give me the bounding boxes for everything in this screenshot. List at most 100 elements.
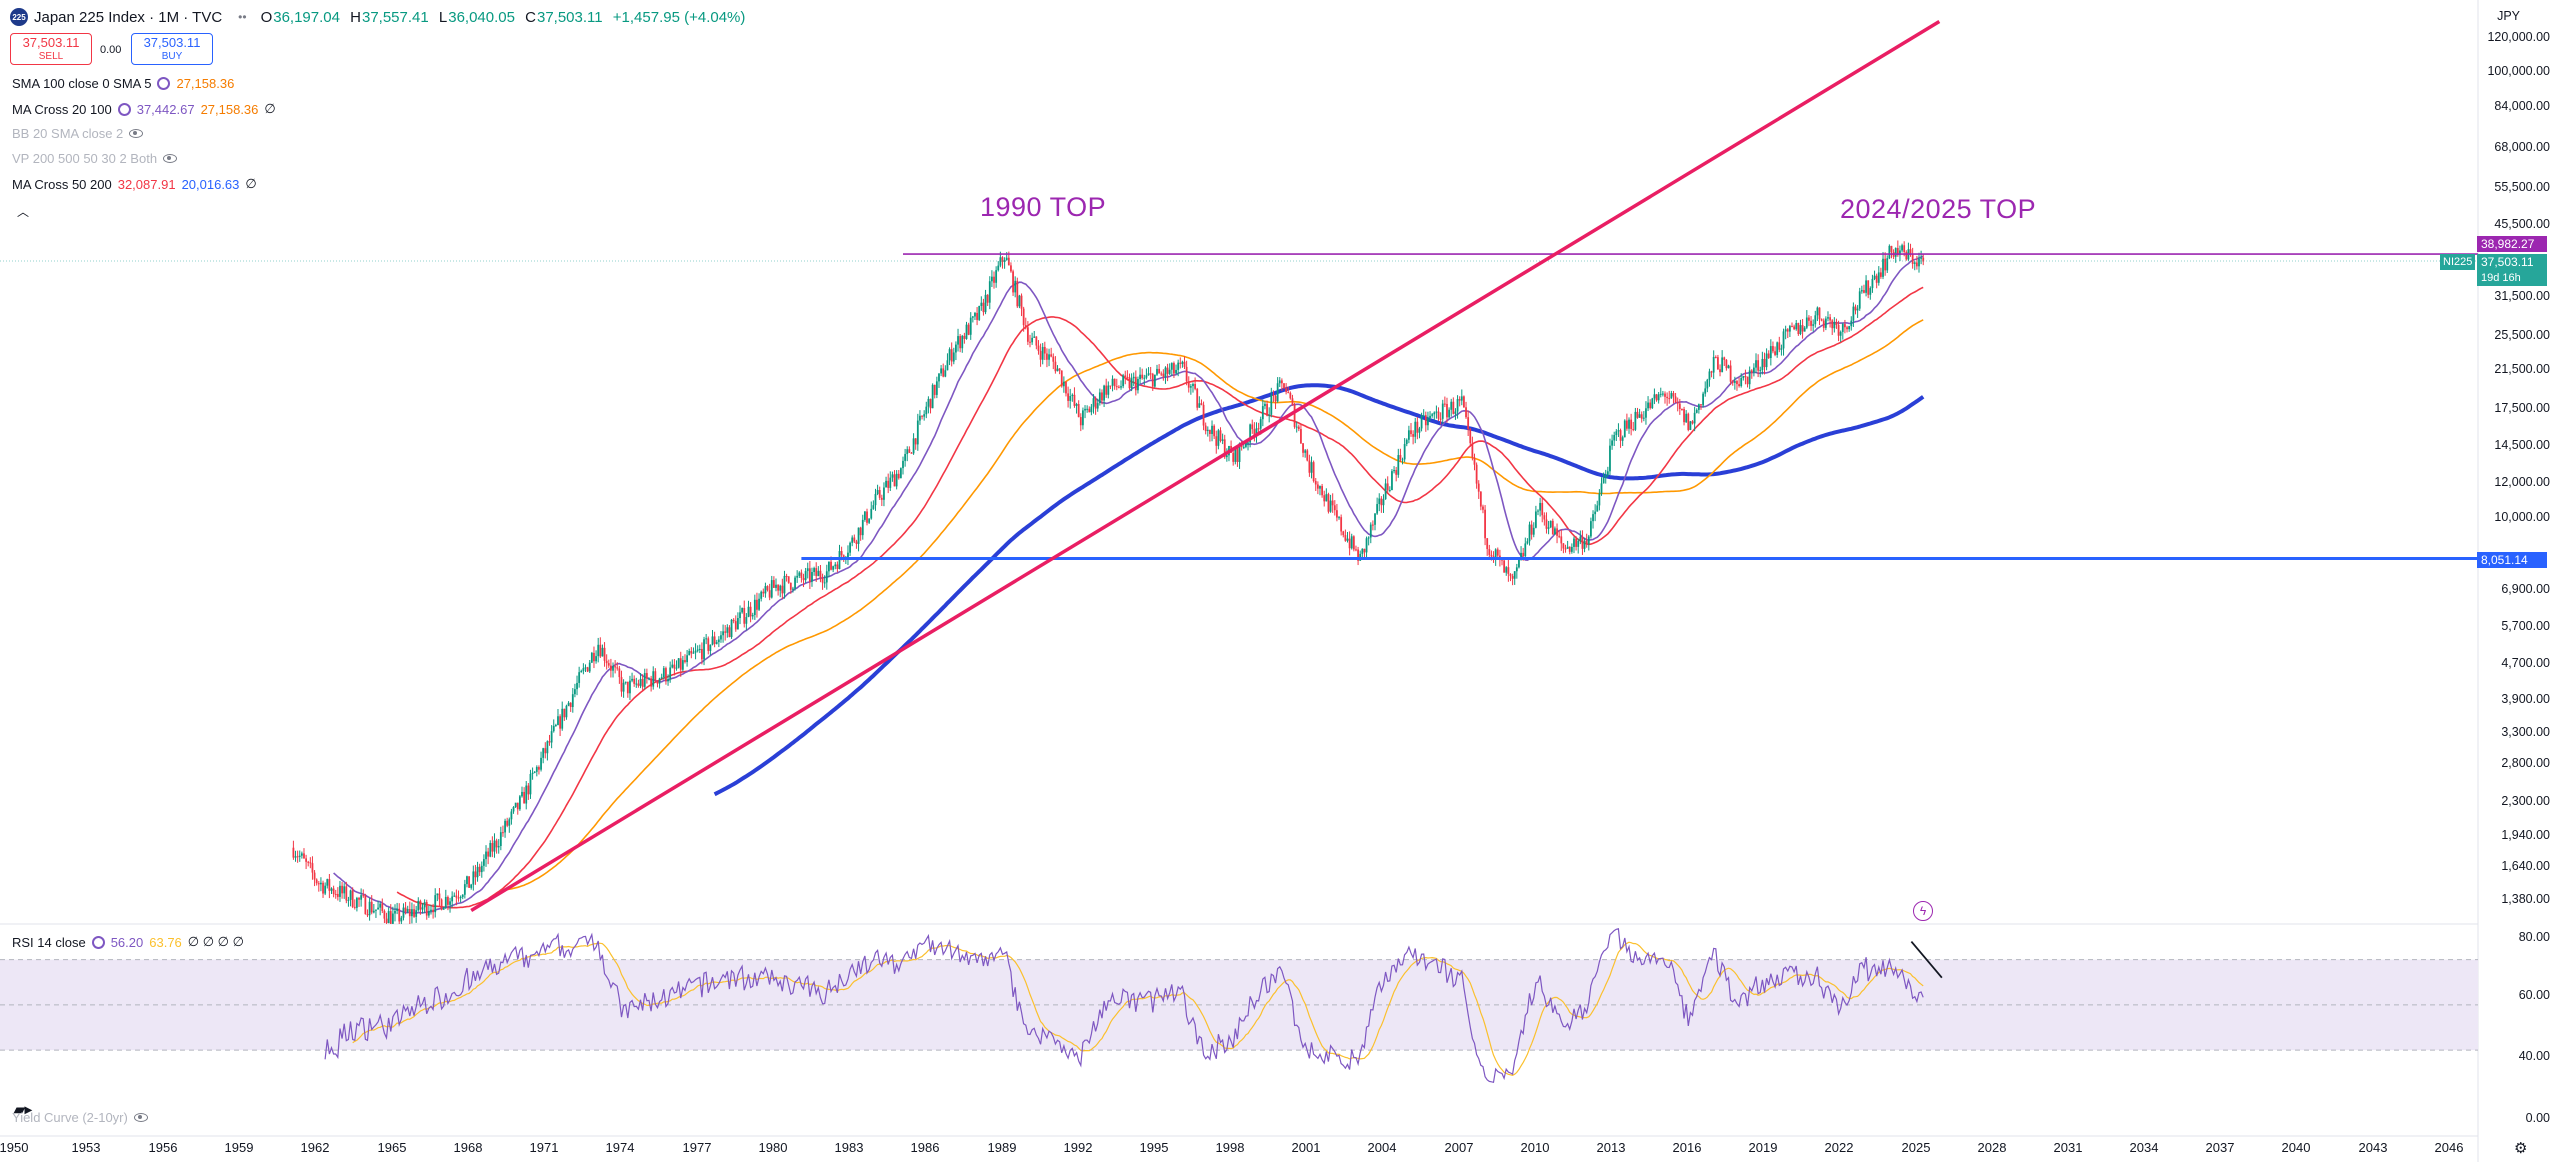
candle-body <box>1086 408 1089 410</box>
candle-body <box>624 681 627 683</box>
spread-value: 0.00 <box>100 44 122 56</box>
candle-body <box>1524 543 1527 557</box>
ohlc-readout: O36,197.04 H37,557.41 L36,040.05 C37,503… <box>260 8 746 26</box>
indicator-vp[interactable]: VP 200 500 50 30 2 Both <box>12 151 178 166</box>
candle-body <box>726 627 729 633</box>
candle-body <box>927 398 930 407</box>
candle-body <box>1236 447 1239 462</box>
candle-body <box>1659 393 1662 395</box>
candle-body <box>715 642 718 644</box>
indicator-bb[interactable]: BB 20 SMA close 2 <box>12 126 144 141</box>
candle-body <box>1297 426 1300 430</box>
candle-body <box>1649 402 1652 409</box>
candle-body <box>1187 381 1190 388</box>
candle-body <box>713 636 716 644</box>
candle-body <box>1528 524 1531 542</box>
candle-body <box>1915 262 1918 267</box>
hidden-eye-icon[interactable] <box>129 129 144 138</box>
candle-body <box>1037 345 1040 351</box>
candle-body <box>828 561 830 572</box>
candle-body <box>1433 412 1436 415</box>
candle-body <box>1579 536 1582 541</box>
candle-body <box>1594 511 1597 515</box>
buy-button[interactable]: 37,503.11 BUY <box>131 33 213 65</box>
candle-body <box>518 796 521 810</box>
candle-body <box>605 660 608 664</box>
symbol-title[interactable]: Japan 225 Index · 1M · TVC <box>34 8 223 26</box>
candle-body <box>315 879 318 884</box>
collapse-legend-chevron-icon[interactable]: ︿ <box>16 204 29 219</box>
candle-body <box>821 577 824 583</box>
candle-body <box>1820 319 1823 321</box>
candle-body <box>1833 321 1836 329</box>
chart-settings-gear-icon[interactable]: ⚙ <box>2514 1140 2528 1157</box>
last-price-tag: 37,503.11 <box>2477 254 2547 270</box>
candle-body <box>889 477 892 488</box>
candle-body <box>1712 356 1715 373</box>
candle-body <box>1905 251 1908 260</box>
candle-body <box>675 667 678 669</box>
candle-body <box>787 576 790 583</box>
candle-body <box>1429 415 1431 419</box>
candle-body <box>1822 320 1825 328</box>
candle-body <box>1361 548 1364 554</box>
indicator-sma100[interactable]: SMA 100 close 0 SMA 5 27,158.36 <box>12 76 235 91</box>
candle-body <box>1676 402 1679 404</box>
candle-body <box>320 882 322 885</box>
candle-body <box>336 893 339 897</box>
hidden-eye-icon[interactable] <box>163 154 178 163</box>
candle-body <box>785 575 788 577</box>
price-axis[interactable]: JPY 120,000.00 100,000.00 84,000.00 68,0… <box>2487 9 2550 1125</box>
candle-body <box>1753 367 1755 373</box>
sell-button[interactable]: 37,503.11 SELL <box>10 33 92 65</box>
indicator-ma-cross-20-100[interactable]: MA Cross 20 100 37,442.67 27,158.36 ∅ <box>12 101 276 117</box>
candle-body <box>982 302 985 313</box>
indicator-ma-cross-50-200[interactable]: MA Cross 50 200 32,087.91 20,016.63 ∅ <box>12 176 257 192</box>
candle-body <box>1342 531 1345 536</box>
candle-body <box>1304 450 1307 453</box>
hidden-eye-icon[interactable] <box>133 1113 148 1122</box>
candle-body <box>959 336 962 349</box>
currency-label[interactable]: JPY <box>2497 9 2520 23</box>
candle-body <box>1772 346 1774 352</box>
more-dots-icon[interactable]: •• <box>238 10 247 24</box>
candle-body <box>1647 402 1649 409</box>
candle-body <box>1456 399 1459 412</box>
candle-body <box>341 885 343 894</box>
candle-body <box>1422 415 1425 417</box>
candle-body <box>413 909 415 917</box>
candle-body <box>334 893 337 895</box>
candle-body <box>1183 361 1186 367</box>
candle-body <box>317 883 320 885</box>
candle-body <box>1700 404 1702 406</box>
candle-body <box>1795 323 1798 330</box>
candle-body <box>1355 549 1357 551</box>
candle-body <box>1875 275 1878 283</box>
candle-body <box>919 415 921 421</box>
indicator-settings-icon[interactable] <box>117 102 131 116</box>
candle-body <box>1723 357 1726 360</box>
lightning-icon[interactable]: ϟ <box>1913 901 1933 921</box>
candle-body <box>1376 504 1379 514</box>
candle-body <box>1619 430 1622 441</box>
candle-body <box>1471 443 1474 458</box>
rsi-legend[interactable]: RSI 14 close 56.20 63.76 ∅ ∅ ∅ ∅ <box>12 934 244 950</box>
candle-body <box>836 564 839 570</box>
indicator-settings-icon[interactable] <box>157 77 171 90</box>
candle-body <box>332 888 335 894</box>
candle-body <box>1803 327 1806 332</box>
candle-body <box>563 708 566 718</box>
yield-curve-legend[interactable]: Yield Curve (2-10yr) <box>12 1110 148 1125</box>
candle-body <box>1632 428 1635 430</box>
candle-body <box>906 449 909 455</box>
candle-body <box>324 885 327 894</box>
candle-body <box>578 672 581 683</box>
rsi-settings-icon[interactable] <box>91 935 105 949</box>
candle-body <box>1124 375 1127 377</box>
candle-body <box>1060 370 1063 387</box>
candle-body <box>1558 535 1561 537</box>
candle-body <box>1194 384 1196 389</box>
time-axis[interactable]: 1950 1953 1956 1959 1962 1965 1968 1971 … <box>0 1140 2464 1155</box>
candle-body <box>1238 443 1241 462</box>
